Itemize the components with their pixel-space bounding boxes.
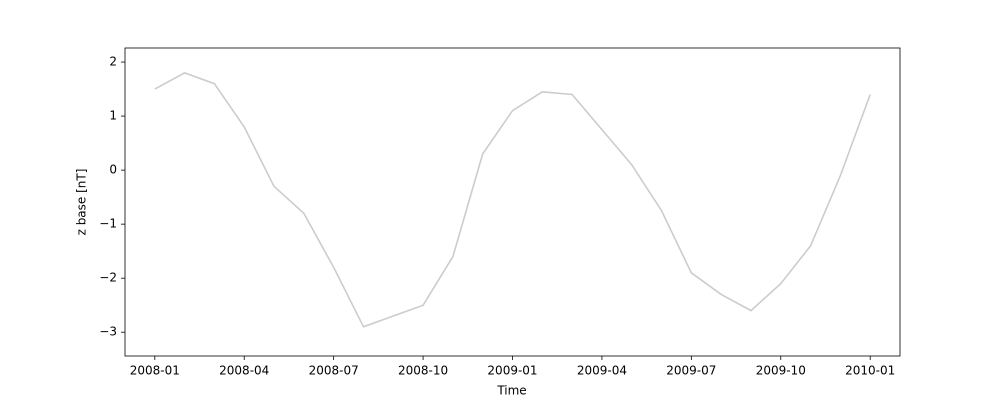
y-tick-label: −3 [99, 325, 117, 339]
x-tick-label: 2010-01 [845, 364, 895, 378]
plot-frame [124, 47, 901, 357]
y-axis-label: z base [nT] [75, 169, 89, 236]
x-tick-label: 2009-10 [756, 364, 806, 378]
x-axis-label: Time [496, 384, 526, 398]
x-tick-label: 2009-07 [666, 364, 716, 378]
x-tick-label: 2008-01 [130, 364, 180, 378]
line-series [154, 72, 871, 328]
y-tick-label: −2 [99, 271, 117, 285]
y-tick-label: −1 [99, 217, 117, 231]
x-tick-label: 2009-04 [577, 364, 627, 378]
y-tick-label: 2 [109, 55, 117, 69]
y-tick-label: 0 [109, 163, 117, 177]
x-tick-label: 2008-10 [398, 364, 448, 378]
y-tick-label: 1 [109, 109, 117, 123]
x-tick-label: 2008-07 [309, 364, 359, 378]
x-tick-label: 2008-04 [219, 364, 269, 378]
x-tick-label: 2009-01 [487, 364, 537, 378]
